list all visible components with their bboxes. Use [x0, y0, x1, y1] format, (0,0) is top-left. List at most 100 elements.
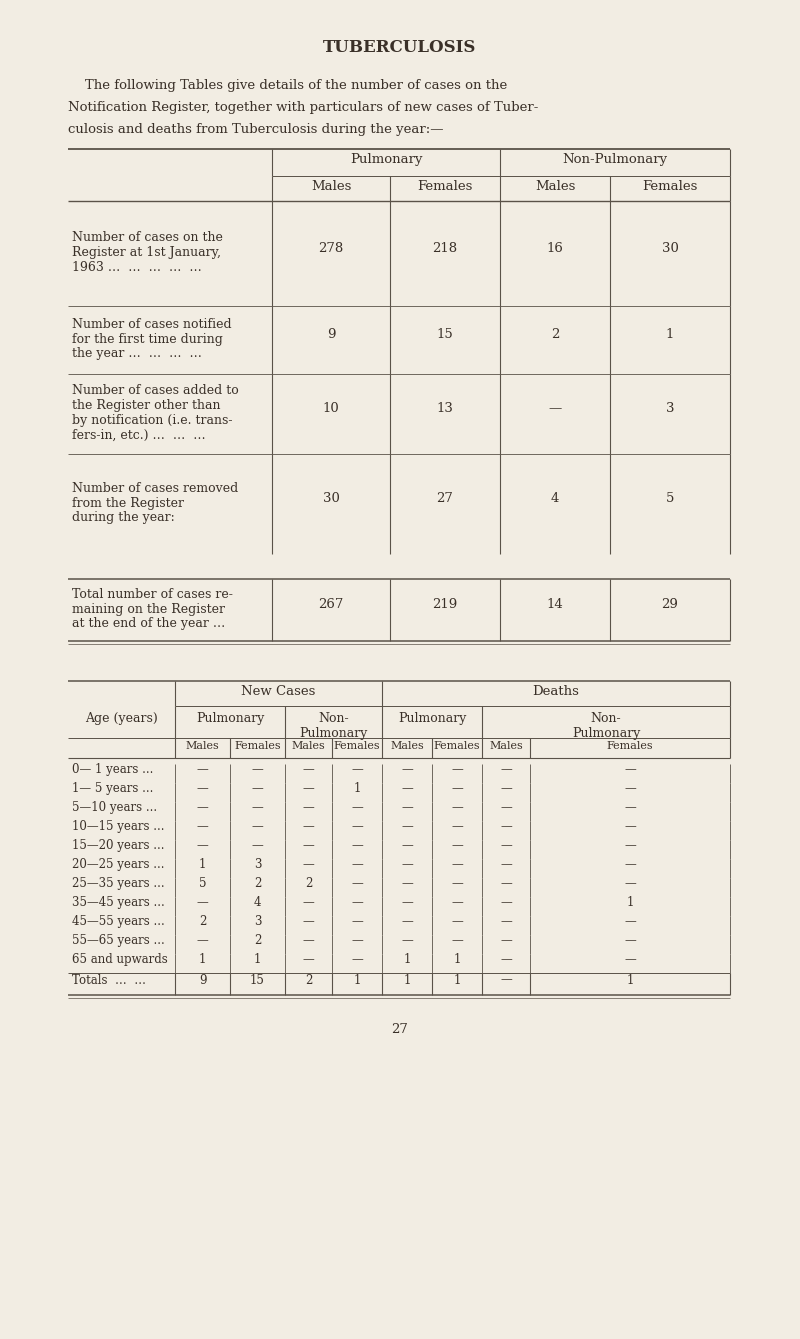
Text: —: — — [351, 763, 363, 777]
Text: —: — — [197, 840, 208, 852]
Text: 27: 27 — [437, 493, 454, 506]
Text: Number of cases added to: Number of cases added to — [72, 384, 238, 396]
Text: Age (years): Age (years) — [85, 712, 158, 724]
Text: —: — — [451, 935, 463, 947]
Text: fers-in, etc.) …  …  …: fers-in, etc.) … … … — [72, 428, 206, 442]
Text: —: — — [302, 763, 314, 777]
Text: —: — — [401, 782, 413, 795]
Text: 1— 5 years ...: 1— 5 years ... — [72, 782, 154, 795]
Text: —: — — [624, 840, 636, 852]
Text: Females: Females — [234, 740, 281, 751]
Text: 2: 2 — [305, 973, 312, 987]
Text: —: — — [500, 858, 512, 870]
Text: —: — — [500, 801, 512, 814]
Text: Females: Females — [642, 179, 698, 193]
Text: 9: 9 — [198, 973, 206, 987]
Text: 1: 1 — [626, 896, 634, 909]
Text: —: — — [624, 877, 636, 890]
Text: Females: Females — [418, 179, 473, 193]
Text: 3: 3 — [254, 858, 262, 870]
Text: 2: 2 — [551, 328, 559, 341]
Text: Number of cases notified: Number of cases notified — [72, 317, 232, 331]
Text: Females: Females — [606, 740, 654, 751]
Text: 25—35 years ...: 25—35 years ... — [72, 877, 165, 890]
Text: —: — — [624, 819, 636, 833]
Text: Males: Males — [535, 179, 575, 193]
Text: —: — — [451, 782, 463, 795]
Text: —: — — [351, 840, 363, 852]
Text: —: — — [451, 858, 463, 870]
Text: Pulmonary: Pulmonary — [350, 153, 422, 166]
Text: 65 and upwards: 65 and upwards — [72, 953, 168, 965]
Text: 27: 27 — [391, 1023, 409, 1036]
Text: 1: 1 — [454, 973, 461, 987]
Text: New Cases: New Cases — [242, 686, 316, 698]
Text: 35—45 years ...: 35—45 years ... — [72, 896, 165, 909]
Text: 5: 5 — [666, 493, 674, 506]
Text: —: — — [500, 896, 512, 909]
Text: Register at 1st January,: Register at 1st January, — [72, 246, 221, 258]
Text: 10: 10 — [322, 403, 339, 415]
Text: —: — — [197, 801, 208, 814]
Text: Non-Pulmonary: Non-Pulmonary — [562, 153, 667, 166]
Text: the Register other than: the Register other than — [72, 399, 221, 412]
Text: 2: 2 — [254, 935, 261, 947]
Text: —: — — [302, 819, 314, 833]
Text: Pulmonary: Pulmonary — [398, 712, 466, 724]
Text: —: — — [197, 763, 208, 777]
Text: —: — — [401, 763, 413, 777]
Text: Males: Males — [186, 740, 219, 751]
Text: 15: 15 — [437, 328, 454, 341]
Text: 1963 …  …  …  …  …: 1963 … … … … … — [72, 261, 202, 274]
Text: 30: 30 — [662, 242, 678, 254]
Text: 1: 1 — [403, 973, 410, 987]
Text: 4: 4 — [551, 493, 559, 506]
Text: —: — — [500, 782, 512, 795]
Text: —: — — [500, 953, 512, 965]
Text: Males: Males — [311, 179, 351, 193]
Text: Total number of cases re-: Total number of cases re- — [72, 588, 233, 600]
Text: —: — — [302, 915, 314, 928]
Text: —: — — [401, 801, 413, 814]
Text: —: — — [401, 819, 413, 833]
Text: 1: 1 — [354, 973, 361, 987]
Text: Pulmonary: Pulmonary — [196, 712, 264, 724]
Text: 5: 5 — [198, 877, 206, 890]
Text: maining on the Register: maining on the Register — [72, 603, 225, 616]
Text: 16: 16 — [546, 242, 563, 254]
Text: the year …  …  …  …: the year … … … … — [72, 348, 202, 360]
Text: —: — — [451, 801, 463, 814]
Text: 29: 29 — [662, 599, 678, 612]
Text: Non-
Pulmonary: Non- Pulmonary — [572, 712, 640, 740]
Text: —: — — [302, 896, 314, 909]
Text: —: — — [624, 782, 636, 795]
Text: —: — — [451, 915, 463, 928]
Text: 0— 1 years ...: 0— 1 years ... — [72, 763, 154, 777]
Text: —: — — [252, 782, 263, 795]
Text: —: — — [252, 801, 263, 814]
Text: Number of cases removed: Number of cases removed — [72, 482, 238, 494]
Text: —: — — [500, 973, 512, 987]
Text: —: — — [401, 840, 413, 852]
Text: —: — — [351, 896, 363, 909]
Text: —: — — [624, 801, 636, 814]
Text: —: — — [351, 858, 363, 870]
Text: —: — — [500, 877, 512, 890]
Text: —: — — [197, 782, 208, 795]
Text: —: — — [197, 935, 208, 947]
Text: —: — — [351, 935, 363, 947]
Text: 1: 1 — [199, 858, 206, 870]
Text: —: — — [624, 935, 636, 947]
Text: —: — — [401, 896, 413, 909]
Text: Males: Males — [489, 740, 523, 751]
Text: —: — — [451, 896, 463, 909]
Text: —: — — [252, 840, 263, 852]
Text: —: — — [451, 819, 463, 833]
Text: 30: 30 — [322, 493, 339, 506]
Text: —: — — [500, 935, 512, 947]
Text: —: — — [401, 935, 413, 947]
Text: —: — — [302, 840, 314, 852]
Text: —: — — [302, 782, 314, 795]
Text: Females: Females — [434, 740, 480, 751]
Text: Deaths: Deaths — [533, 686, 579, 698]
